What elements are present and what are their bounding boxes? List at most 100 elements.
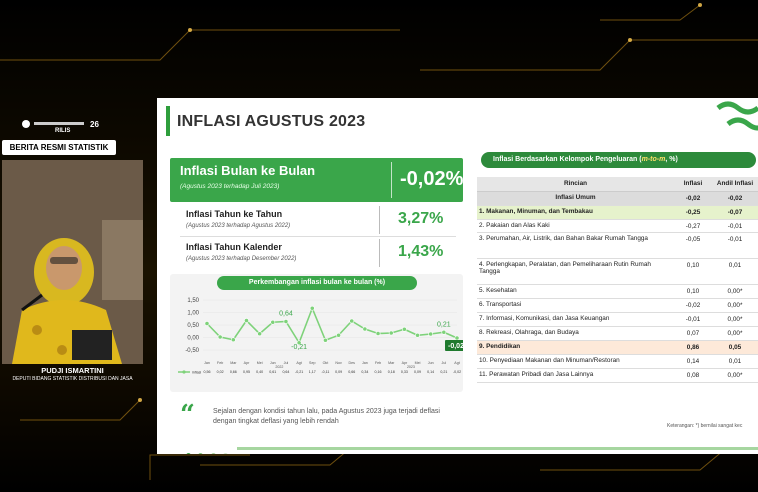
inflation-by-group-table: Rincian Inflasi Andil Inflasi Inflasi Um…	[477, 177, 758, 383]
table-row: 5. Kesehatan 0,10 0,00*	[477, 284, 758, 299]
bps-logo-group: 26	[20, 117, 145, 137]
data-label: 0,21	[437, 321, 451, 328]
data-point	[375, 331, 381, 336]
table-row: 3. Perumahan, Air, Listrik, dan Bahan Ba…	[477, 232, 758, 259]
data-point	[349, 318, 355, 324]
x-tick-label: Jun	[270, 361, 276, 365]
data-point	[401, 326, 407, 332]
slide-pager	[186, 445, 231, 454]
row-andil: 0,05	[712, 340, 758, 355]
row-inflasi: 0,08	[674, 368, 712, 383]
table-value: 0,09	[335, 370, 342, 374]
bps-corner-logo	[716, 101, 758, 131]
data-point	[428, 331, 434, 337]
x-tick-label: Feb	[217, 361, 223, 365]
table-title-c: , %)	[665, 156, 678, 163]
table-row: Inflasi Umum -0,02 -0,02	[477, 191, 758, 206]
card-divider	[391, 162, 392, 198]
row-inflasi: 0,10	[674, 284, 712, 299]
row-name: 5. Kesehatan	[477, 284, 674, 299]
x-tick-label: Jun	[428, 361, 434, 365]
data-point	[415, 332, 420, 338]
row-name: 4. Perlengkapan, Peralatan, dan Pemeliha…	[477, 258, 674, 285]
quote-icon: “	[180, 400, 195, 430]
x-tick-label: Okt	[323, 361, 329, 365]
y-tick-label: 0,50	[187, 323, 199, 329]
data-point	[362, 326, 368, 332]
presenter-figure	[2, 160, 143, 364]
svg-text:26: 26	[90, 120, 99, 129]
col-inflasi: Inflasi	[674, 177, 712, 192]
table-row: 4. Perlengkapan, Peralatan, dan Pemeliha…	[477, 258, 758, 285]
row-name: 6. Transportasi	[477, 298, 674, 313]
legend-label: inflasi	[192, 371, 201, 375]
row-andil: -0,01	[712, 232, 758, 259]
col-rincian: Rincian	[477, 177, 674, 192]
data-point	[283, 319, 289, 324]
data-point	[441, 329, 447, 335]
table-row: 6. Transportasi -0,02 0,00*	[477, 298, 758, 313]
x-tick-label: Agt	[454, 361, 459, 365]
table-value: -0,02	[453, 370, 461, 374]
table-row: 11. Perawatan Pribadi dan Jasa Lainnya 0,…	[477, 368, 758, 383]
table-value: 0,33	[401, 370, 408, 374]
presenter-name: PUDJI ISMARTINI	[41, 366, 104, 375]
y-tick-label: -0,50	[185, 348, 199, 354]
row-name: 2. Pakaian dan Alas Kaki	[477, 219, 674, 233]
row-name: 9. Pendidikan	[477, 340, 674, 355]
x-tick-label: Nov	[335, 361, 342, 365]
table-body: Inflasi Umum -0,02 -0,02 1. Makanan, Minuma…	[477, 191, 758, 383]
table-row: 8. Rekreasi, Olahraga, dan Budaya 0,07 0,0…	[477, 326, 758, 341]
table-value: 0,66	[348, 370, 355, 374]
row-name: 11. Perawatan Pribadi dan Jasa Lainnya	[477, 368, 674, 383]
yoy-label: Inflasi Tahun ke Tahun	[186, 209, 283, 219]
presenter-role: DEPUTI BIDANG STATISTIK DISTRIBUSI DAN J…	[12, 376, 133, 382]
ytd-sub: (Agustus 2023 terhadap Desember 2022)	[186, 256, 297, 262]
quote-text: Sejalan dengan kondisi tahun lalu, pada …	[213, 408, 440, 425]
mom-line-chart: 1,50 1,00 0,50 0,00 -0,50 0,64 -0,21 0,21 -0,02 J…	[178, 298, 463, 375]
row-inflasi: -0,25	[674, 205, 712, 220]
row-name: 10. Penyediaan Makanan dan Minuman/Resto…	[477, 354, 674, 369]
table-value: 0,34	[361, 370, 368, 374]
data-point	[309, 305, 315, 311]
table-title: Inflasi Berdasarkan Kelompok Pengeluaran…	[481, 152, 756, 168]
mom-label: Inflasi Bulan ke Bulan	[180, 163, 316, 178]
row-andil: 0,01	[712, 258, 758, 285]
table-note: Keterangan: *) bernilai sangat kec	[667, 423, 743, 429]
table-value: 0,14	[427, 370, 434, 374]
x-tick-label: Des	[349, 361, 356, 365]
table-value: 0,21	[440, 370, 447, 374]
x-tick-label: Mei	[257, 361, 263, 365]
table-value: 0,09	[414, 370, 421, 374]
row-inflasi: 0,14	[674, 354, 712, 369]
x-tick-label: Mar	[230, 361, 237, 365]
table-value: 0,61	[269, 370, 276, 374]
chart-title: Perkembangan inflasi bulan ke bulan (%)	[217, 276, 417, 290]
ytd-inflation-row: Inflasi Tahun Kalender (Agustus 2023 ter…	[170, 239, 463, 269]
row-inflasi: -0,27	[674, 219, 712, 233]
x-tick-label: Mar	[388, 361, 395, 365]
data-point	[336, 332, 341, 338]
table-value: 0,16	[375, 370, 382, 374]
x-tick-label: Jul	[284, 361, 289, 365]
table-value: 0,56	[204, 370, 211, 374]
x-tick-label: Agt	[296, 361, 301, 365]
y-tick-label: 1,50	[187, 298, 199, 304]
table-row: 7. Informasi, Komunikasi, dan Jasa Keuan…	[477, 312, 758, 327]
row-andil: 0,00*	[712, 298, 758, 313]
x-tick-label: Feb	[375, 361, 381, 365]
data-point	[230, 337, 236, 343]
table-row: 1. Makanan, Minuman, dan Tembakau -0,25 -0…	[477, 205, 758, 220]
row-andil: 0,00*	[712, 312, 758, 327]
row-divider	[379, 239, 380, 267]
berita-resmi-badge: BERITA RESMI STATISTIK	[2, 140, 116, 155]
presentation-slide: INFLASI AGUSTUS 2023 Inflasi Bulan ke Bu…	[157, 98, 758, 454]
pager-dot	[186, 453, 191, 454]
row-divider	[379, 206, 380, 234]
data-point	[244, 318, 249, 323]
row-andil: 0,01	[712, 354, 758, 369]
table-value: 0,18	[388, 370, 395, 374]
table-header: Rincian Inflasi Andil Inflasi	[477, 177, 758, 192]
row-inflasi: -0,02	[674, 298, 712, 313]
